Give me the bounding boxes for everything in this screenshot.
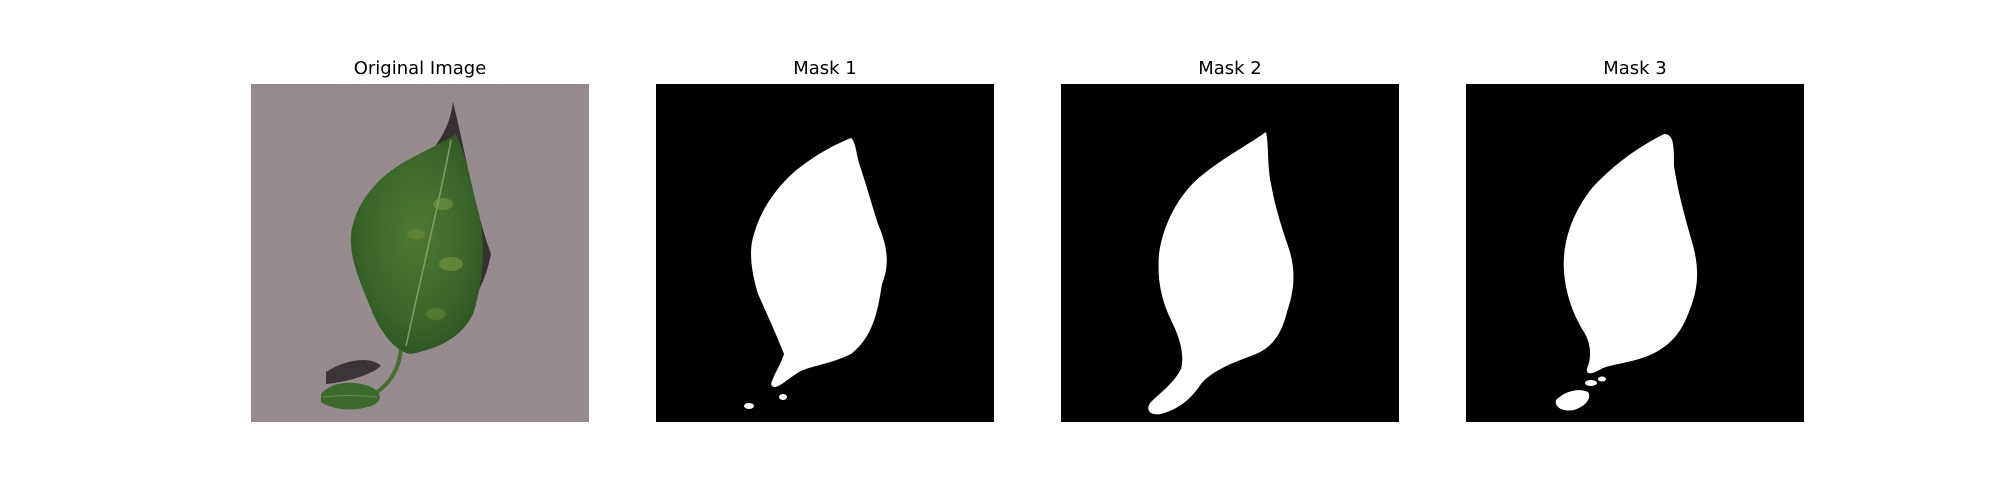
panel-mask-3: Mask 3 [1466,58,1804,440]
panel-mask-1: Mask 1 [656,58,994,440]
mask-1-image [656,84,994,422]
panel-title: Original Image [251,58,589,80]
mask-speck [779,394,787,400]
leaf-spot [433,198,453,210]
panel-title: Mask 1 [656,58,994,80]
mask-3-image [1466,84,1804,422]
mask-speck [744,403,754,409]
panel-mask-2: Mask 2 [1061,58,1399,440]
mask-speck [1585,380,1597,386]
panel-title: Mask 3 [1466,58,1804,80]
panel-original-image: Original Image [251,58,589,440]
mask-2-image [1061,84,1399,422]
original-leaf-photo [251,84,589,422]
panel-title: Mask 2 [1061,58,1399,80]
mask-speck [1598,377,1606,382]
leaf-spot [407,229,425,239]
leaf-spot [426,308,446,320]
leaf-spot [439,257,463,271]
